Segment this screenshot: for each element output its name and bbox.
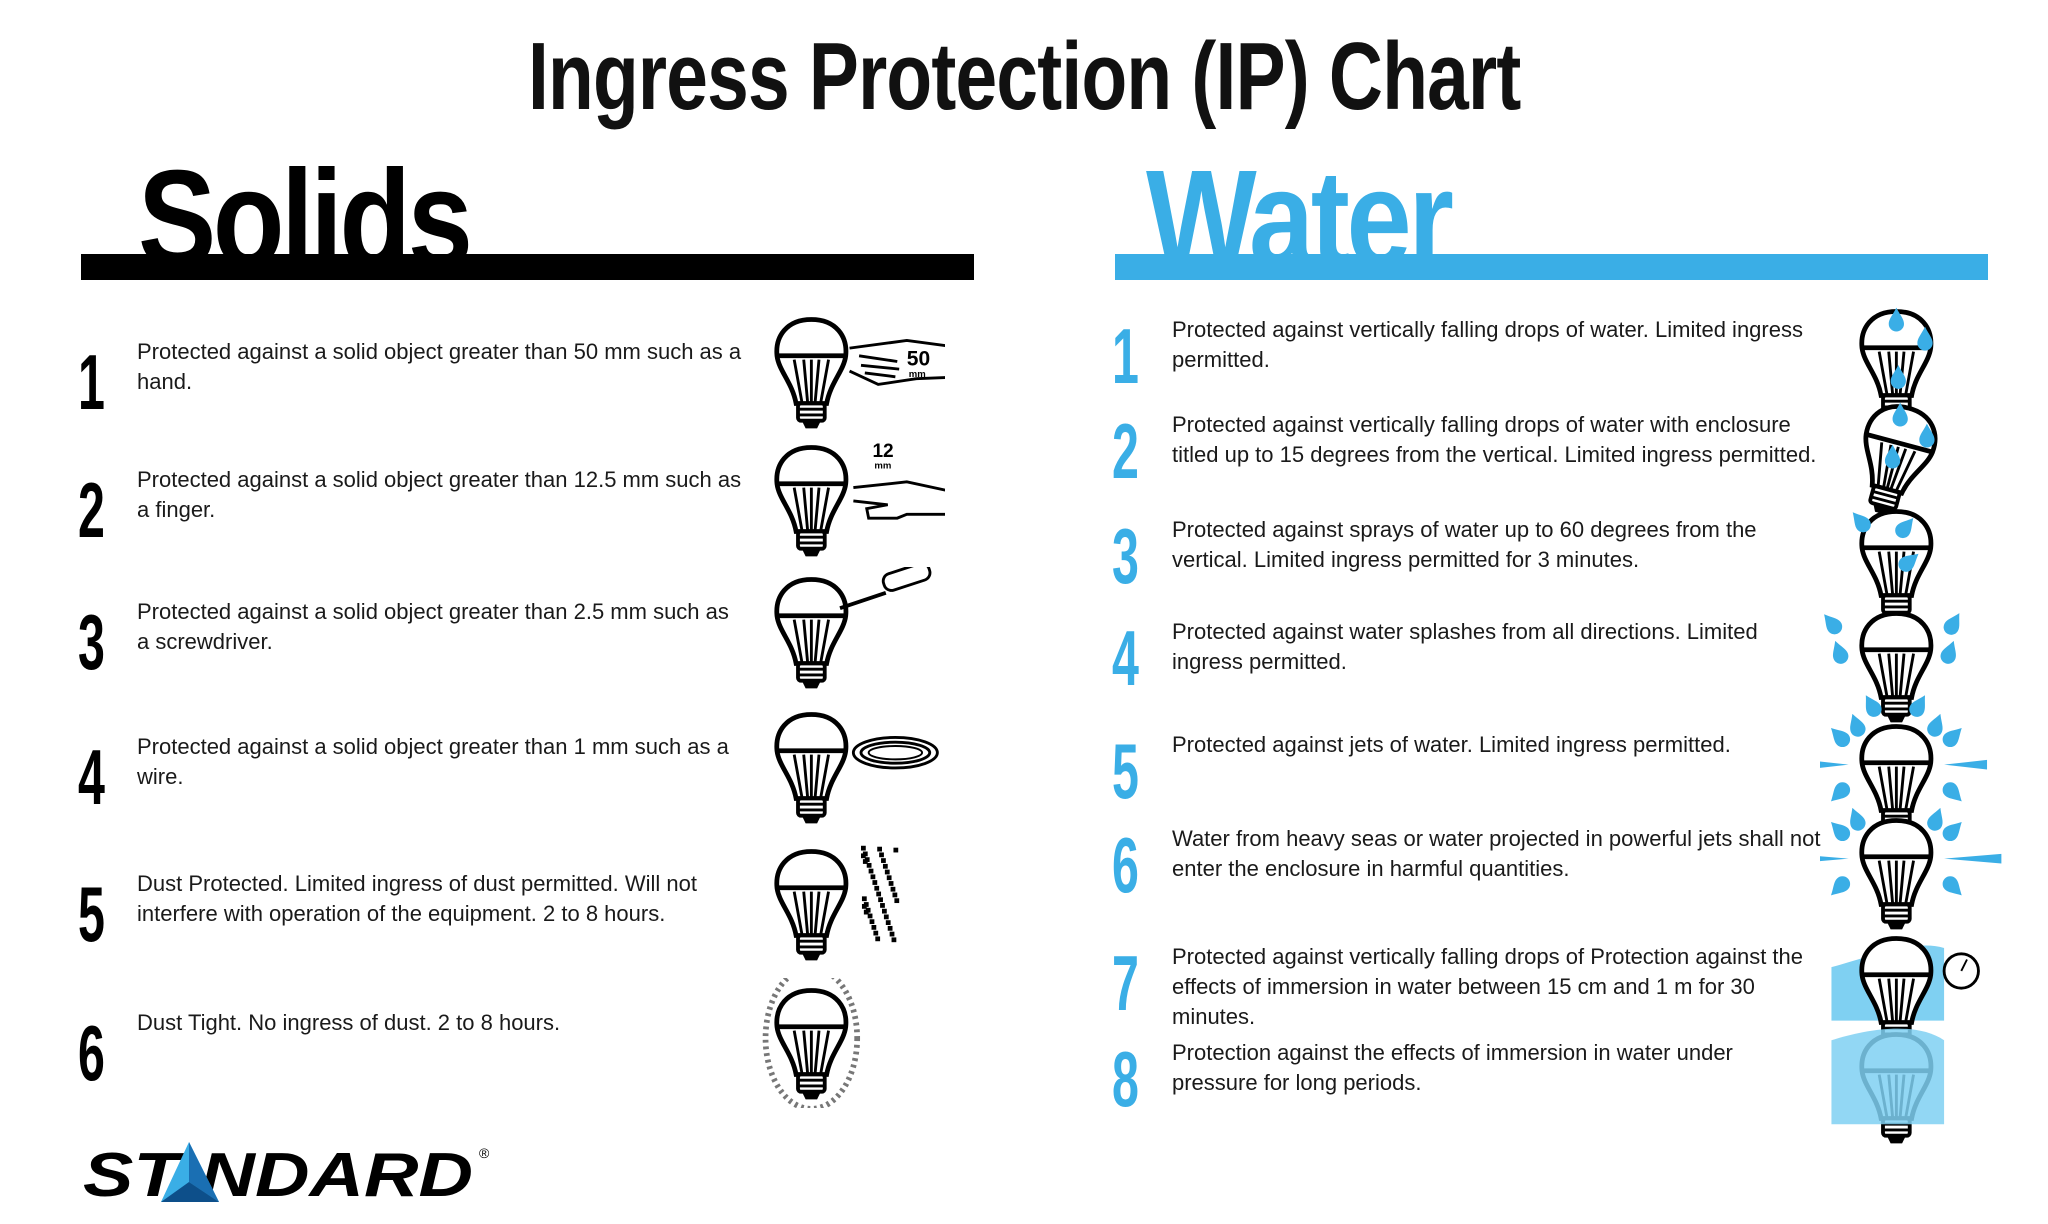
level-icon [735,702,945,837]
water-heading: Water [1146,150,1454,256]
svg-text:12: 12 [872,441,893,462]
level-number: 3 [78,598,105,686]
bulb-dust-icon [735,845,900,969]
level-icon [1820,1022,2030,1157]
level-description: Protected against vertically falling dro… [1172,944,1804,1029]
bulb-splash-icon [1818,609,1966,731]
level-number: 8 [1112,1035,1139,1123]
level-number: 1 [1112,312,1139,400]
level-icon: 12 mm [735,435,962,570]
level-description: Protected against a solid object greater… [137,734,729,789]
level-description: Protected against water splashes from al… [1172,619,1758,674]
svg-text:mm: mm [874,461,891,472]
solids-heading: Solids [138,150,473,262]
solids-divider [81,254,974,280]
level-description: Protected against vertically falling dro… [1172,317,1803,372]
level-icon [735,964,945,1113]
bulb-submerged-icon [1831,1028,1945,1152]
level-description: Dust Tight. No ingress of dust. 2 to 8 h… [137,1010,561,1035]
level-number: 3 [1112,512,1139,600]
level-number: 5 [78,870,105,958]
level-description: Protected against sprays of water up to … [1172,517,1757,572]
bulb-screwdriver-icon [735,561,932,697]
bulb-dust-tight-icon [762,964,861,1112]
level-number: 5 [1112,727,1139,815]
level-description: Protected against jets of water. Limited… [1172,732,1731,757]
level-description: Protected against vertically falling dro… [1172,412,1817,467]
level-number: 2 [78,466,105,554]
level-number: 7 [1112,939,1139,1027]
svg-text:®: ® [479,1145,490,1161]
level-number: 6 [78,1009,105,1097]
level-icon [1791,805,2030,943]
level-description: Protection against the effects of immers… [1172,1040,1733,1095]
level-icon [735,561,945,702]
level-description: Protected against a solid object greater… [137,467,742,522]
level-description: Protected against a solid object greater… [137,339,742,394]
svg-text:ST NDARD: ST NDARD [83,1141,473,1208]
svg-text:mm: mm [909,369,926,380]
level-icon [1820,926,2030,1061]
level-number: 4 [78,733,105,821]
standard-logo: ST NDARD ® [81,1138,501,1210]
level-description: Water from heavy seas or water projected… [1172,826,1821,881]
level-icon [735,839,945,974]
level-number: 4 [1112,614,1139,702]
svg-text:50: 50 [907,347,930,370]
bulb-immersion-timer-icon [1831,926,1980,1056]
level-number: 6 [1112,821,1139,909]
bulb-wire-icon [735,702,939,832]
water-divider [1115,254,1988,280]
page-title: Ingress Protection (IP) Chart [527,23,1521,130]
level-icon: 50 mm [735,307,966,442]
level-description: Dust Protected. Limited ingress of dust … [137,871,698,926]
bulb-powerful-jets-icon [1791,805,2002,938]
level-number: 1 [78,338,105,426]
level-number: 2 [1112,407,1139,495]
level-description: Protected against a solid object greater… [137,599,729,654]
